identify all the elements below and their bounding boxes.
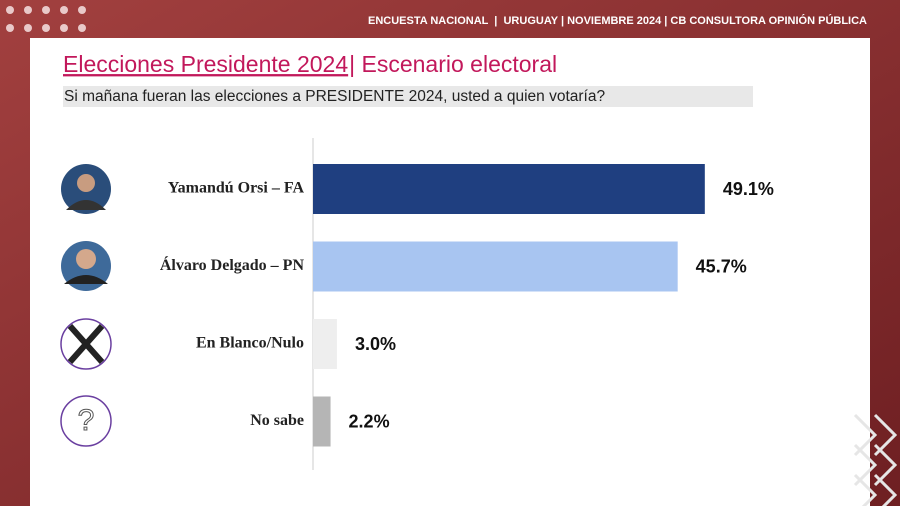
category-label: En Blanco/Nulo bbox=[196, 335, 304, 352]
category-label: Yamandú Orsi – FA bbox=[168, 180, 305, 197]
icon-blank bbox=[60, 318, 112, 370]
bar bbox=[313, 241, 678, 292]
subtitle-bg bbox=[63, 86, 753, 107]
bar bbox=[313, 396, 331, 447]
value-label: 45.7% bbox=[696, 256, 747, 276]
bar bbox=[313, 319, 337, 369]
value-label: 2.2% bbox=[349, 411, 390, 431]
svg-text:?: ? bbox=[78, 404, 95, 437]
icon-delgado bbox=[61, 241, 111, 291]
category-label: Álvaro Delgado – PN bbox=[160, 255, 305, 274]
chart-title-suffix: | Escenario electoral bbox=[349, 51, 557, 77]
icon-orsi bbox=[61, 164, 111, 214]
icon-unknown: ? bbox=[60, 395, 112, 447]
subtitle: Si mañana fueran las elecciones a PRESID… bbox=[64, 88, 605, 105]
value-label: 49.1% bbox=[723, 179, 774, 199]
dots bbox=[6, 6, 86, 32]
value-label: 3.0% bbox=[355, 334, 396, 354]
header: ENCUESTA NACIONAL | URUGUAY | NOVIEMBRE … bbox=[368, 14, 867, 27]
chart-title: Elecciones Presidente 2024 bbox=[63, 51, 348, 77]
chevrons bbox=[853, 413, 898, 511]
bar bbox=[313, 164, 705, 214]
category-label: No sabe bbox=[250, 412, 304, 429]
